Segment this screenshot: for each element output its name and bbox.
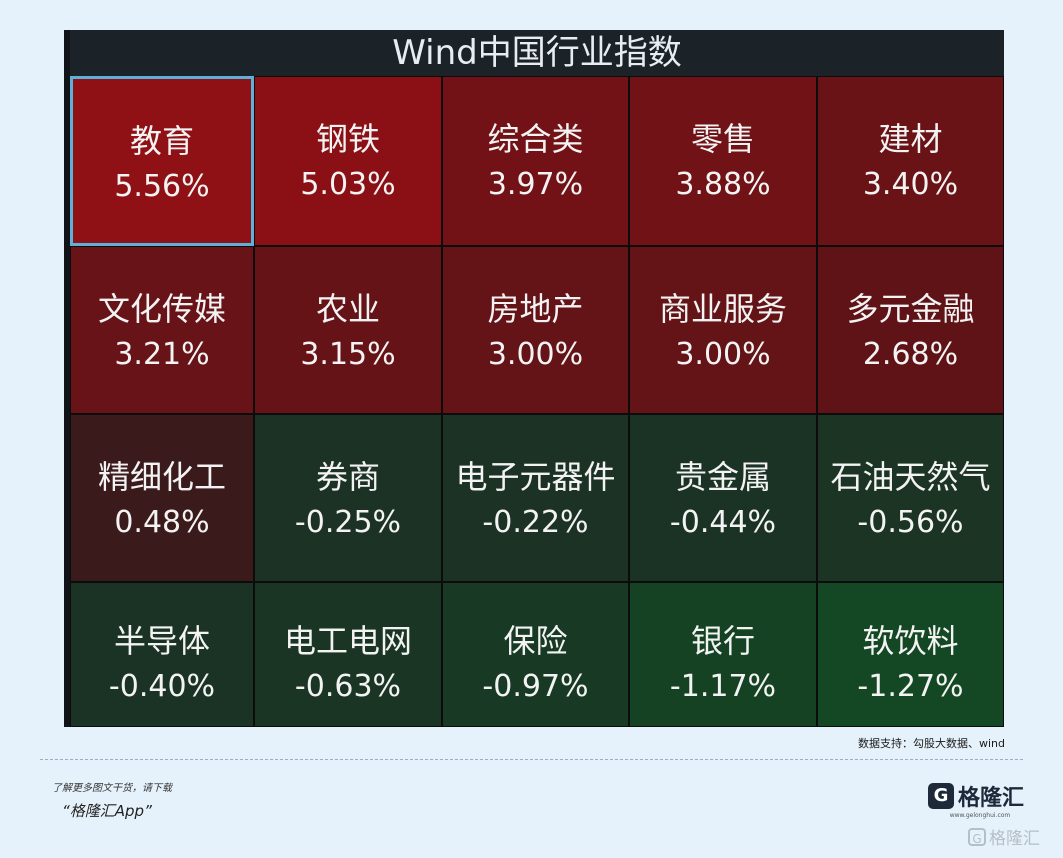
tile-13: 电子元器件 -0.22% xyxy=(442,414,629,582)
divider xyxy=(40,759,1023,760)
tile-value: 3.00% xyxy=(487,337,584,372)
watermark-icon: G xyxy=(968,827,986,846)
tile-16: 半导体 -0.40% xyxy=(70,582,254,727)
tile-value: 3.00% xyxy=(675,337,771,372)
tile-label: 教育 xyxy=(129,122,194,160)
logo-url: www.gelonghui.com xyxy=(949,812,1011,819)
tile-label: 精细化工 xyxy=(97,458,226,496)
tile-label: 文化传媒 xyxy=(97,290,226,328)
tile-label: 电子元器件 xyxy=(455,458,616,496)
chart-title: Wind中国行业指数 xyxy=(70,30,1004,76)
tile-17: 电工电网 -0.63% xyxy=(254,582,442,727)
watermark: G 格隆汇 xyxy=(968,824,1040,849)
tile-value: 3.15% xyxy=(300,337,396,372)
tile-label: 建材 xyxy=(878,120,943,158)
tile-label: 钢铁 xyxy=(315,120,380,158)
tile-label: 零售 xyxy=(690,120,755,158)
tile-label: 软饮料 xyxy=(862,622,959,660)
gelonghui-logo: G 格隆汇 xyxy=(928,780,1024,812)
tile-6: 文化传媒 3.21% xyxy=(70,246,254,414)
tile-label: 农业 xyxy=(315,290,380,328)
tile-value: -1.27% xyxy=(857,669,964,704)
tile-label: 房地产 xyxy=(487,290,584,328)
tile-label: 保险 xyxy=(503,622,568,660)
industry-index-heatmap: Wind中国行业指数 教育 5.56% 钢铁 5.03% 综合类 3.97% 零售 3.88%… xyxy=(64,30,1004,727)
tile-value: -0.56% xyxy=(857,505,964,540)
tile-value: 5.03% xyxy=(300,167,396,202)
tile-3: 综合类 3.97% xyxy=(442,76,629,246)
promo-text: 了解更多图文干货，请下载 xyxy=(52,783,172,794)
tile-value: 3.40% xyxy=(862,167,959,202)
tile-value: -0.40% xyxy=(108,669,216,704)
tile-15: 石油天然气 -0.56% xyxy=(817,414,1004,582)
tile-label: 商业服务 xyxy=(658,290,787,328)
tile-label: 贵金属 xyxy=(674,458,771,496)
tile-20: 软饮料 -1.27% xyxy=(817,582,1004,727)
tile-value: 0.48% xyxy=(114,505,210,540)
tile-value: -0.44% xyxy=(669,505,777,540)
tile-value: -0.97% xyxy=(482,669,589,704)
tile-value: 2.68% xyxy=(862,337,959,372)
tile-label: 券商 xyxy=(315,458,380,496)
tile-label: 电工电网 xyxy=(283,622,412,660)
tile-value: 5.56% xyxy=(114,169,210,204)
tile-10: 多元金融 2.68% xyxy=(817,246,1004,414)
tile-value: 3.21% xyxy=(114,337,210,372)
tile-8: 房地产 3.00% xyxy=(442,246,629,414)
tile-19: 银行 -1.17% xyxy=(629,582,817,727)
tile-value: -0.22% xyxy=(482,505,589,540)
logo-text: 格隆汇 xyxy=(958,786,1025,811)
tile-value: -1.17% xyxy=(669,669,777,704)
tile-label: 多元金融 xyxy=(846,290,975,328)
tile-label: 半导体 xyxy=(113,622,210,660)
tile-value: -0.63% xyxy=(294,669,402,704)
tile-4: 零售 3.88% xyxy=(629,76,817,246)
tile-9: 商业服务 3.00% xyxy=(629,246,817,414)
logo-icon: G xyxy=(928,783,954,809)
watermark-text: 格隆汇 xyxy=(989,829,1040,849)
data-source-note: 数据支持：勾股大数据、wind xyxy=(857,737,1005,750)
tile-5: 建材 3.40% xyxy=(817,76,1004,246)
tile-label: 银行 xyxy=(690,622,755,660)
tile-12: 券商 -0.25% xyxy=(254,414,442,582)
tile-value: -0.25% xyxy=(294,505,402,540)
tile-18: 保险 -0.97% xyxy=(442,582,629,727)
tile-value: 3.88% xyxy=(675,167,771,202)
tile-label: 石油天然气 xyxy=(830,458,991,496)
tile-1: 教育 5.56% xyxy=(70,76,254,246)
promo-app-name: “格隆汇App” xyxy=(62,802,152,820)
tile-label: 综合类 xyxy=(487,120,584,158)
tile-11: 精细化工 0.48% xyxy=(70,414,254,582)
tile-14: 贵金属 -0.44% xyxy=(629,414,817,582)
tile-value: 3.97% xyxy=(487,167,584,202)
tile-7: 农业 3.15% xyxy=(254,246,442,414)
tile-2: 钢铁 5.03% xyxy=(254,76,442,246)
